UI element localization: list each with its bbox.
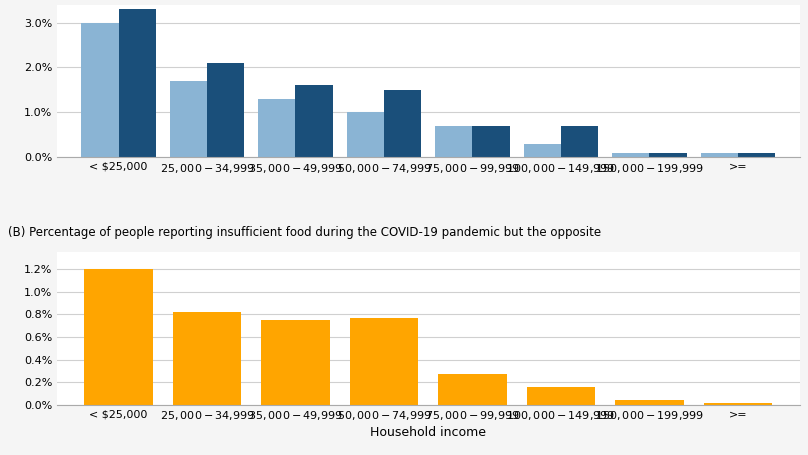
Bar xyxy=(527,387,595,405)
Bar xyxy=(119,9,156,157)
Bar xyxy=(738,153,775,157)
Bar xyxy=(296,86,333,157)
Bar xyxy=(173,312,242,405)
Bar xyxy=(436,126,473,157)
Bar xyxy=(347,112,384,157)
Bar xyxy=(170,81,207,157)
Bar xyxy=(82,23,119,157)
Bar xyxy=(350,318,419,405)
Bar xyxy=(524,144,561,157)
Bar xyxy=(384,90,421,157)
Bar xyxy=(438,374,507,405)
Bar xyxy=(704,403,772,405)
X-axis label: Household income: Household income xyxy=(370,426,486,439)
Bar xyxy=(561,126,598,157)
Bar xyxy=(84,269,153,405)
Bar xyxy=(650,153,687,157)
Bar xyxy=(701,153,738,157)
Bar xyxy=(261,320,330,405)
Text: (B) Percentage of people reporting insufficient food during the COVID-19 pandemi: (B) Percentage of people reporting insuf… xyxy=(8,226,601,238)
Bar xyxy=(259,99,296,157)
Bar xyxy=(207,63,244,157)
Bar xyxy=(615,400,684,405)
Bar xyxy=(473,126,510,157)
Bar xyxy=(612,153,650,157)
